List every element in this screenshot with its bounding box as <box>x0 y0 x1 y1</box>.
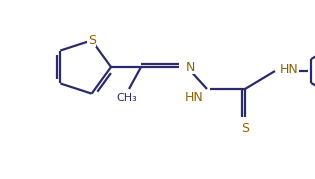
Text: N: N <box>186 61 195 74</box>
Text: CH₃: CH₃ <box>117 93 137 103</box>
Text: S: S <box>88 34 96 47</box>
Text: S: S <box>241 122 249 135</box>
Text: HN: HN <box>185 91 204 104</box>
Text: HN: HN <box>280 62 299 76</box>
